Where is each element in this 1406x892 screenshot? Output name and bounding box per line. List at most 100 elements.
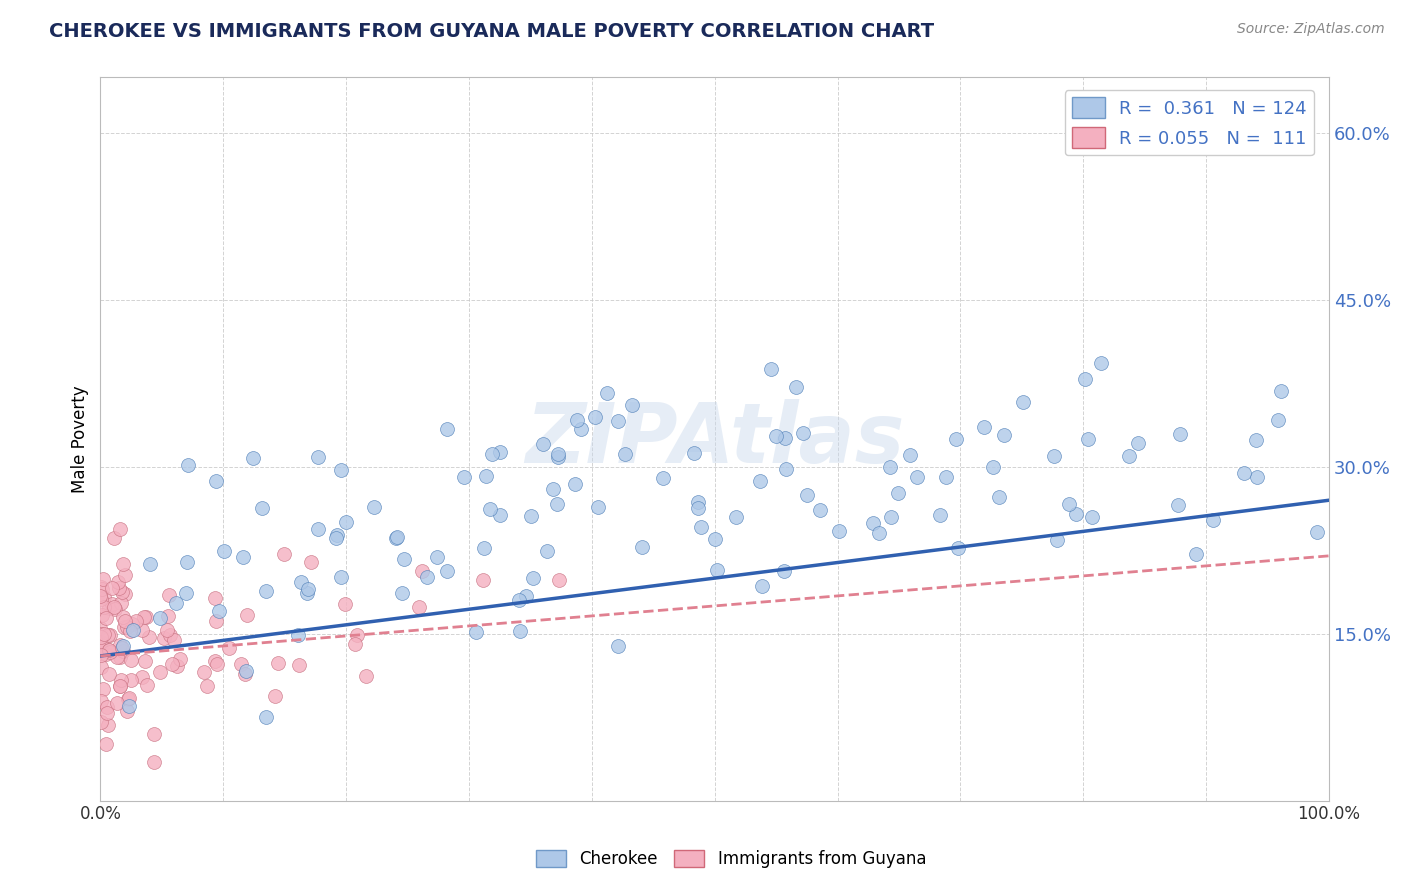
Point: [1011, 395, 1033, 409]
Point: [1080, 510, 1102, 524]
Point: [91, 572, 114, 586]
Point: [97, 643, 120, 657]
Point: [759, 361, 782, 376]
Point: [89, 635, 111, 649]
Point: [110, 638, 132, 652]
Point: [335, 515, 357, 529]
Point: [363, 500, 385, 514]
Point: [478, 502, 501, 516]
Point: [385, 530, 408, 544]
Point: [90, 648, 112, 663]
Text: ZIPAtlas: ZIPAtlas: [524, 399, 904, 480]
Point: [97, 600, 120, 615]
Point: [682, 446, 704, 460]
Point: [90, 591, 112, 606]
Point: [138, 630, 160, 644]
Point: [288, 657, 311, 672]
Point: [1202, 513, 1225, 527]
Point: [115, 620, 138, 634]
Point: [96, 737, 118, 751]
Point: [983, 460, 1005, 475]
Point: [235, 667, 257, 681]
Point: [108, 581, 131, 595]
Point: [114, 614, 136, 628]
Point: [159, 627, 181, 641]
Point: [94, 611, 117, 625]
Point: [792, 425, 814, 440]
Point: [1064, 507, 1087, 521]
Point: [112, 609, 135, 624]
Point: [177, 458, 200, 472]
Point: [157, 588, 180, 602]
Point: [935, 470, 957, 484]
Point: [630, 540, 652, 554]
Point: [536, 544, 558, 558]
Point: [391, 586, 413, 600]
Point: [90, 580, 112, 594]
Point: [416, 570, 439, 584]
Point: [773, 431, 796, 445]
Point: [785, 380, 807, 394]
Text: Source: ZipAtlas.com: Source: ZipAtlas.com: [1237, 22, 1385, 37]
Point: [329, 570, 352, 584]
Legend: R =  0.361   N = 124, R = 0.055   N =  111: R = 0.361 N = 124, R = 0.055 N = 111: [1064, 90, 1313, 155]
Point: [118, 691, 141, 706]
Point: [149, 665, 172, 680]
Point: [973, 419, 995, 434]
Point: [90, 694, 112, 708]
Point: [583, 409, 606, 424]
Point: [212, 543, 235, 558]
Point: [522, 571, 544, 585]
Point: [165, 596, 187, 610]
Point: [205, 657, 228, 671]
Point: [1170, 427, 1192, 442]
Point: [436, 422, 458, 436]
Point: [94, 647, 117, 661]
Point: [114, 587, 136, 601]
Point: [481, 447, 503, 461]
Point: [868, 525, 890, 540]
Point: [121, 616, 143, 631]
Point: [879, 459, 901, 474]
Point: [620, 398, 643, 412]
Point: [98, 645, 121, 659]
Point: [325, 531, 347, 545]
Point: [509, 624, 531, 638]
Point: [1270, 384, 1292, 398]
Point: [139, 558, 162, 572]
Legend: Cherokee, Immigrants from Guyana: Cherokee, Immigrants from Guyana: [529, 843, 934, 875]
Point: [90, 660, 112, 674]
Point: [98, 628, 121, 642]
Point: [204, 591, 226, 605]
Point: [344, 637, 367, 651]
Point: [91, 681, 114, 696]
Point: [1046, 533, 1069, 547]
Point: [993, 427, 1015, 442]
Point: [706, 563, 728, 577]
Point: [110, 522, 132, 536]
Point: [547, 447, 569, 461]
Point: [117, 691, 139, 706]
Point: [808, 503, 831, 517]
Point: [97, 666, 120, 681]
Point: [564, 476, 586, 491]
Y-axis label: Male Poverty: Male Poverty: [72, 385, 89, 493]
Point: [166, 659, 188, 673]
Point: [108, 679, 131, 693]
Point: [907, 470, 929, 484]
Point: [453, 470, 475, 484]
Point: [93, 590, 115, 604]
Point: [326, 527, 349, 541]
Point: [520, 508, 543, 523]
Point: [90, 642, 112, 657]
Point: [307, 450, 329, 464]
Point: [118, 624, 141, 638]
Point: [489, 508, 512, 522]
Point: [724, 510, 747, 524]
Point: [111, 640, 134, 654]
Point: [297, 582, 319, 596]
Point: [287, 628, 309, 642]
Point: [162, 632, 184, 647]
Point: [160, 657, 183, 671]
Text: CHEROKEE VS IMMIGRANTS FROM GUYANA MALE POVERTY CORRELATION CHART: CHEROKEE VS IMMIGRANTS FROM GUYANA MALE …: [49, 22, 935, 41]
